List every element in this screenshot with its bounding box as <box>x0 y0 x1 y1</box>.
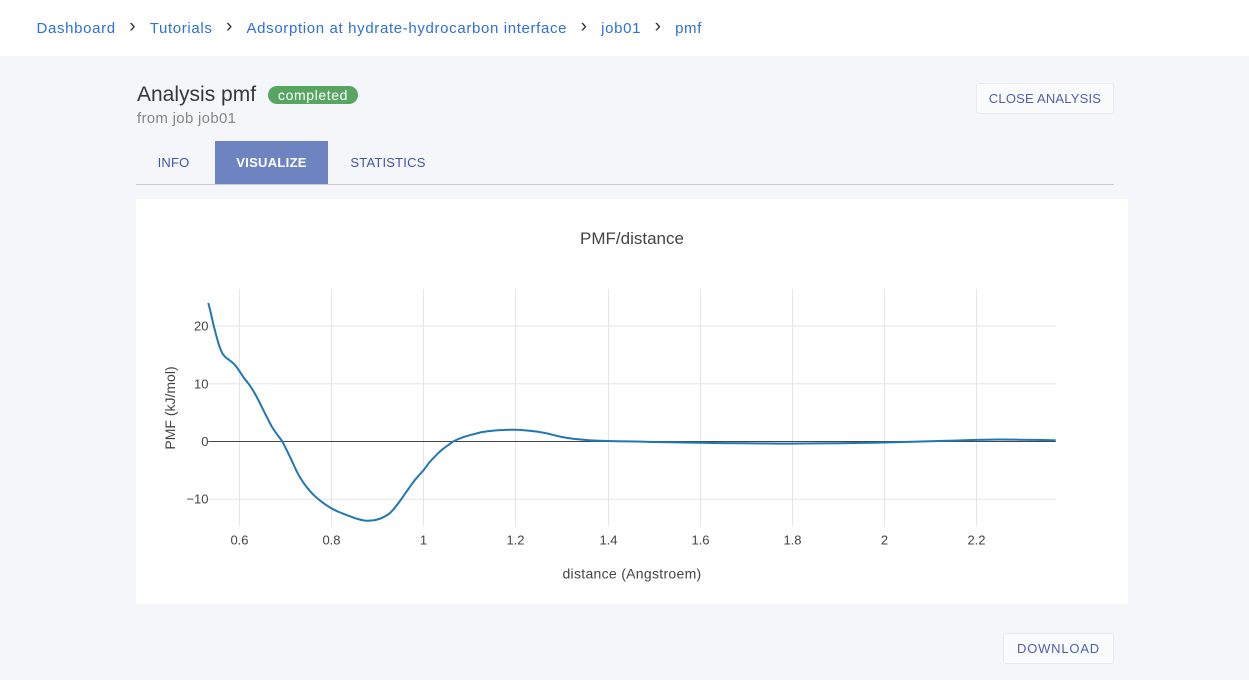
svg-text:PMF/distance: PMF/distance <box>580 229 684 248</box>
svg-text:20: 20 <box>194 319 208 334</box>
svg-text:10: 10 <box>194 376 208 391</box>
svg-text:0.8: 0.8 <box>322 533 340 548</box>
svg-text:0: 0 <box>201 434 208 449</box>
svg-text:−10: −10 <box>186 492 208 507</box>
svg-text:2.2: 2.2 <box>967 533 985 548</box>
svg-text:1.6: 1.6 <box>691 533 709 548</box>
svg-text:PMF (kJ/mol): PMF (kJ/mol) <box>162 366 178 449</box>
svg-text:1.2: 1.2 <box>506 533 524 548</box>
svg-text:distance (Angstroem): distance (Angstroem) <box>562 566 701 582</box>
svg-text:1.8: 1.8 <box>783 533 801 548</box>
svg-text:1: 1 <box>420 533 427 548</box>
svg-text:1.4: 1.4 <box>599 533 617 548</box>
svg-text:2: 2 <box>881 533 888 548</box>
svg-text:0.6: 0.6 <box>230 533 248 548</box>
